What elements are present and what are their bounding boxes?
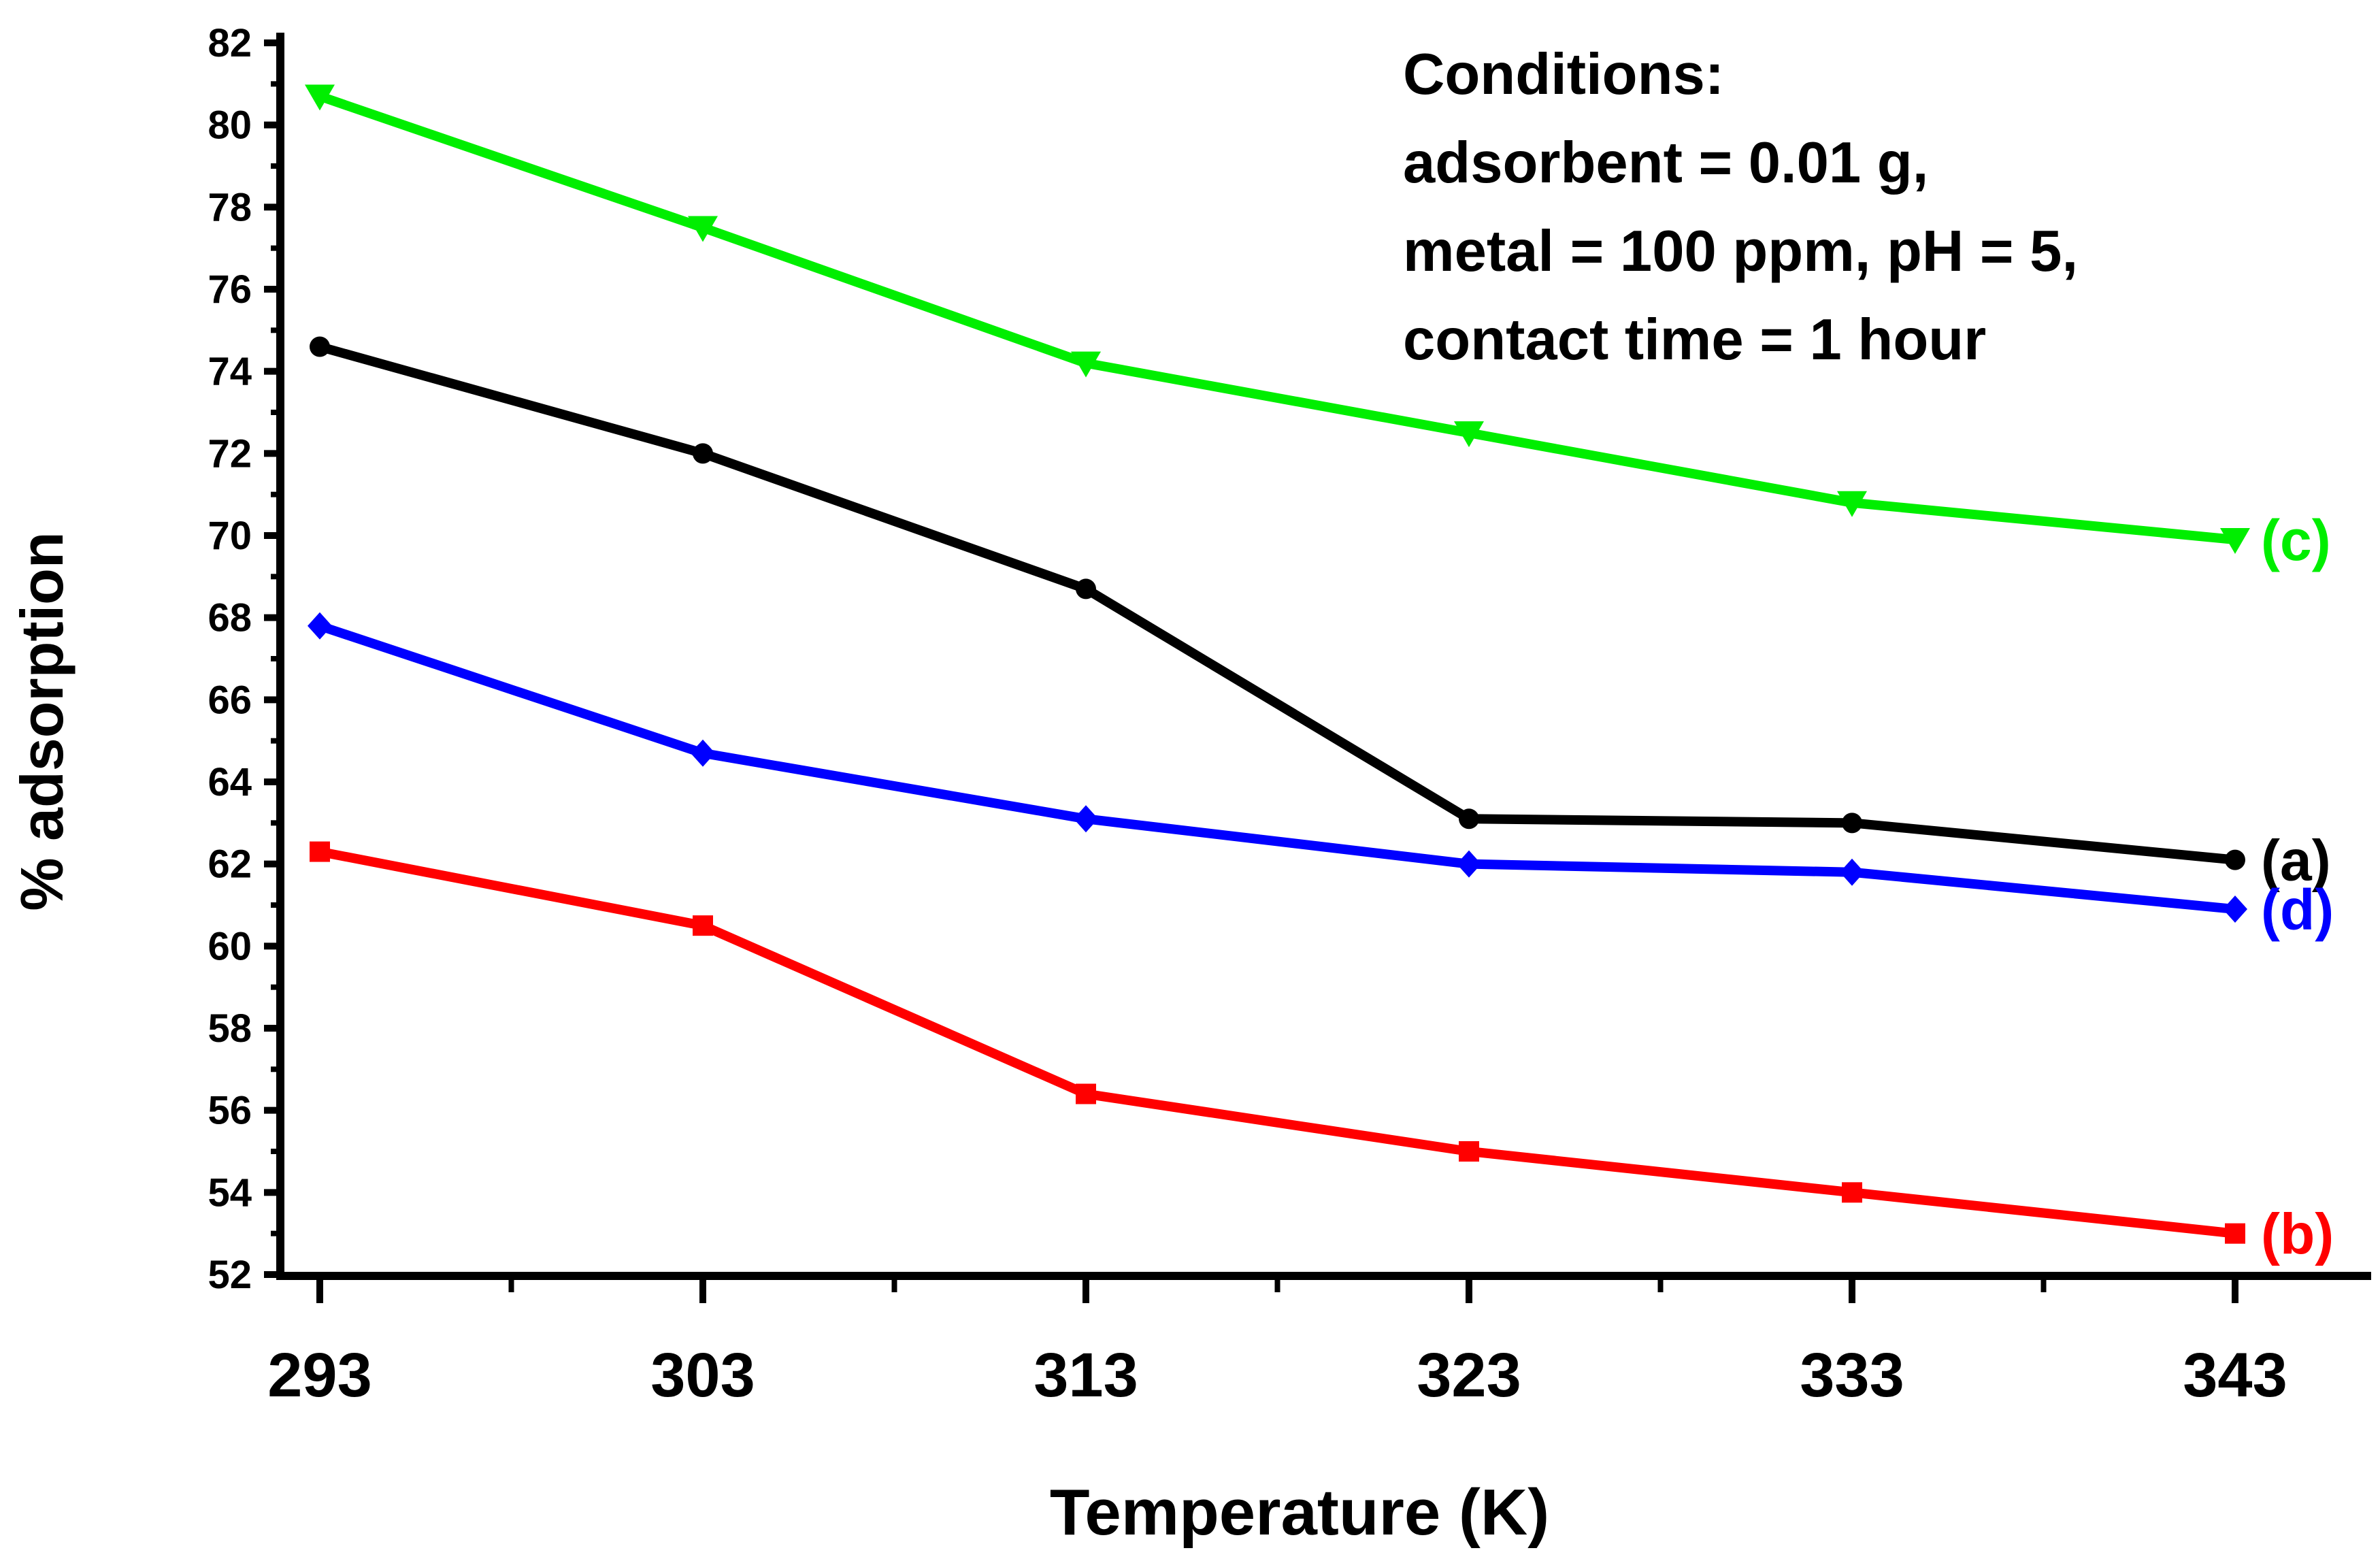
y-tick-label: 78 bbox=[208, 185, 252, 229]
y-tick-label: 58 bbox=[208, 1006, 252, 1051]
conditions-annotation: Conditions: adsorbent = 0.01 g, metal = … bbox=[1403, 42, 2078, 372]
data-point bbox=[1076, 578, 1096, 600]
y-tick-label: 66 bbox=[208, 678, 252, 722]
data-point bbox=[1076, 1083, 1096, 1104]
x-tick-label: 313 bbox=[1034, 1341, 1138, 1410]
y-tick-label: 80 bbox=[208, 103, 252, 148]
data-point bbox=[2220, 528, 2250, 555]
y-tick-label: 82 bbox=[208, 21, 252, 65]
y-tick-label: 62 bbox=[208, 842, 252, 887]
data-point bbox=[1074, 805, 1098, 833]
data-point bbox=[305, 84, 335, 111]
data-point bbox=[1459, 1141, 1479, 1162]
y-tick-label: 64 bbox=[208, 760, 252, 804]
data-point bbox=[2225, 1223, 2245, 1244]
y-tick-label: 70 bbox=[208, 514, 252, 558]
series-line bbox=[318, 342, 2236, 865]
series-c: (c) bbox=[305, 84, 2331, 572]
data-point bbox=[1842, 813, 1862, 834]
ticks: 52 54 56 58 60 62 64 66 68 70 72 74 76 78 80 82 293 303 31… bbox=[208, 21, 2287, 1410]
x-axis-title: Temperature (K) bbox=[1050, 1476, 1549, 1549]
series-b: (b) bbox=[310, 841, 2334, 1266]
y-tick-label: 72 bbox=[208, 431, 252, 476]
x-tick-label: 333 bbox=[1800, 1341, 1904, 1410]
data-point bbox=[688, 216, 718, 242]
x-tick-label: 323 bbox=[1417, 1341, 1521, 1410]
series-line bbox=[318, 621, 2236, 915]
x-tick-label: 303 bbox=[650, 1341, 755, 1410]
y-tick-label: 76 bbox=[208, 267, 252, 312]
series-d: (d) bbox=[308, 612, 2334, 942]
x-tick-label: 343 bbox=[2183, 1341, 2287, 1410]
data-point bbox=[1837, 491, 1867, 517]
y-tick-label: 54 bbox=[208, 1170, 252, 1215]
data-point bbox=[1459, 808, 1479, 830]
series-line bbox=[318, 847, 2236, 1238]
y-tick-label: 60 bbox=[208, 924, 252, 968]
data-point bbox=[1454, 421, 1484, 448]
data-point bbox=[310, 841, 330, 862]
data-point bbox=[1842, 1182, 1862, 1203]
data-point bbox=[1840, 858, 1864, 886]
x-tick-label: 293 bbox=[267, 1341, 372, 1410]
series-end-label: (b) bbox=[2261, 1202, 2334, 1266]
series-group: (a) (b) (c) (d) bbox=[305, 84, 2334, 1266]
conditions-line-4: contact time = 1 hour bbox=[1403, 308, 1986, 372]
data-point bbox=[2223, 896, 2247, 923]
conditions-line-3: metal = 100 ppm, pH = 5, bbox=[1403, 219, 2078, 284]
y-tick-label: 74 bbox=[208, 350, 252, 394]
data-point bbox=[693, 443, 713, 464]
data-point bbox=[693, 915, 713, 936]
y-axis-title: % adsorption bbox=[8, 531, 76, 910]
conditions-line-2: adsorbent = 0.01 g, bbox=[1403, 131, 1928, 195]
data-point bbox=[2225, 849, 2245, 870]
data-point bbox=[691, 739, 715, 767]
data-point bbox=[308, 612, 332, 640]
conditions-line-1: Conditions: bbox=[1403, 42, 1724, 107]
series-a: (a) bbox=[310, 336, 2331, 893]
series-end-label: (c) bbox=[2261, 508, 2331, 572]
series-line bbox=[318, 91, 2236, 545]
data-point bbox=[310, 336, 330, 357]
y-tick-label: 56 bbox=[208, 1089, 252, 1133]
series-end-label: (a) bbox=[2261, 829, 2331, 893]
y-tick-label: 52 bbox=[208, 1253, 252, 1297]
data-point bbox=[1457, 850, 1481, 878]
series-end-label: (d) bbox=[2261, 878, 2334, 942]
data-point bbox=[1071, 351, 1101, 378]
y-tick-label: 68 bbox=[208, 596, 252, 640]
